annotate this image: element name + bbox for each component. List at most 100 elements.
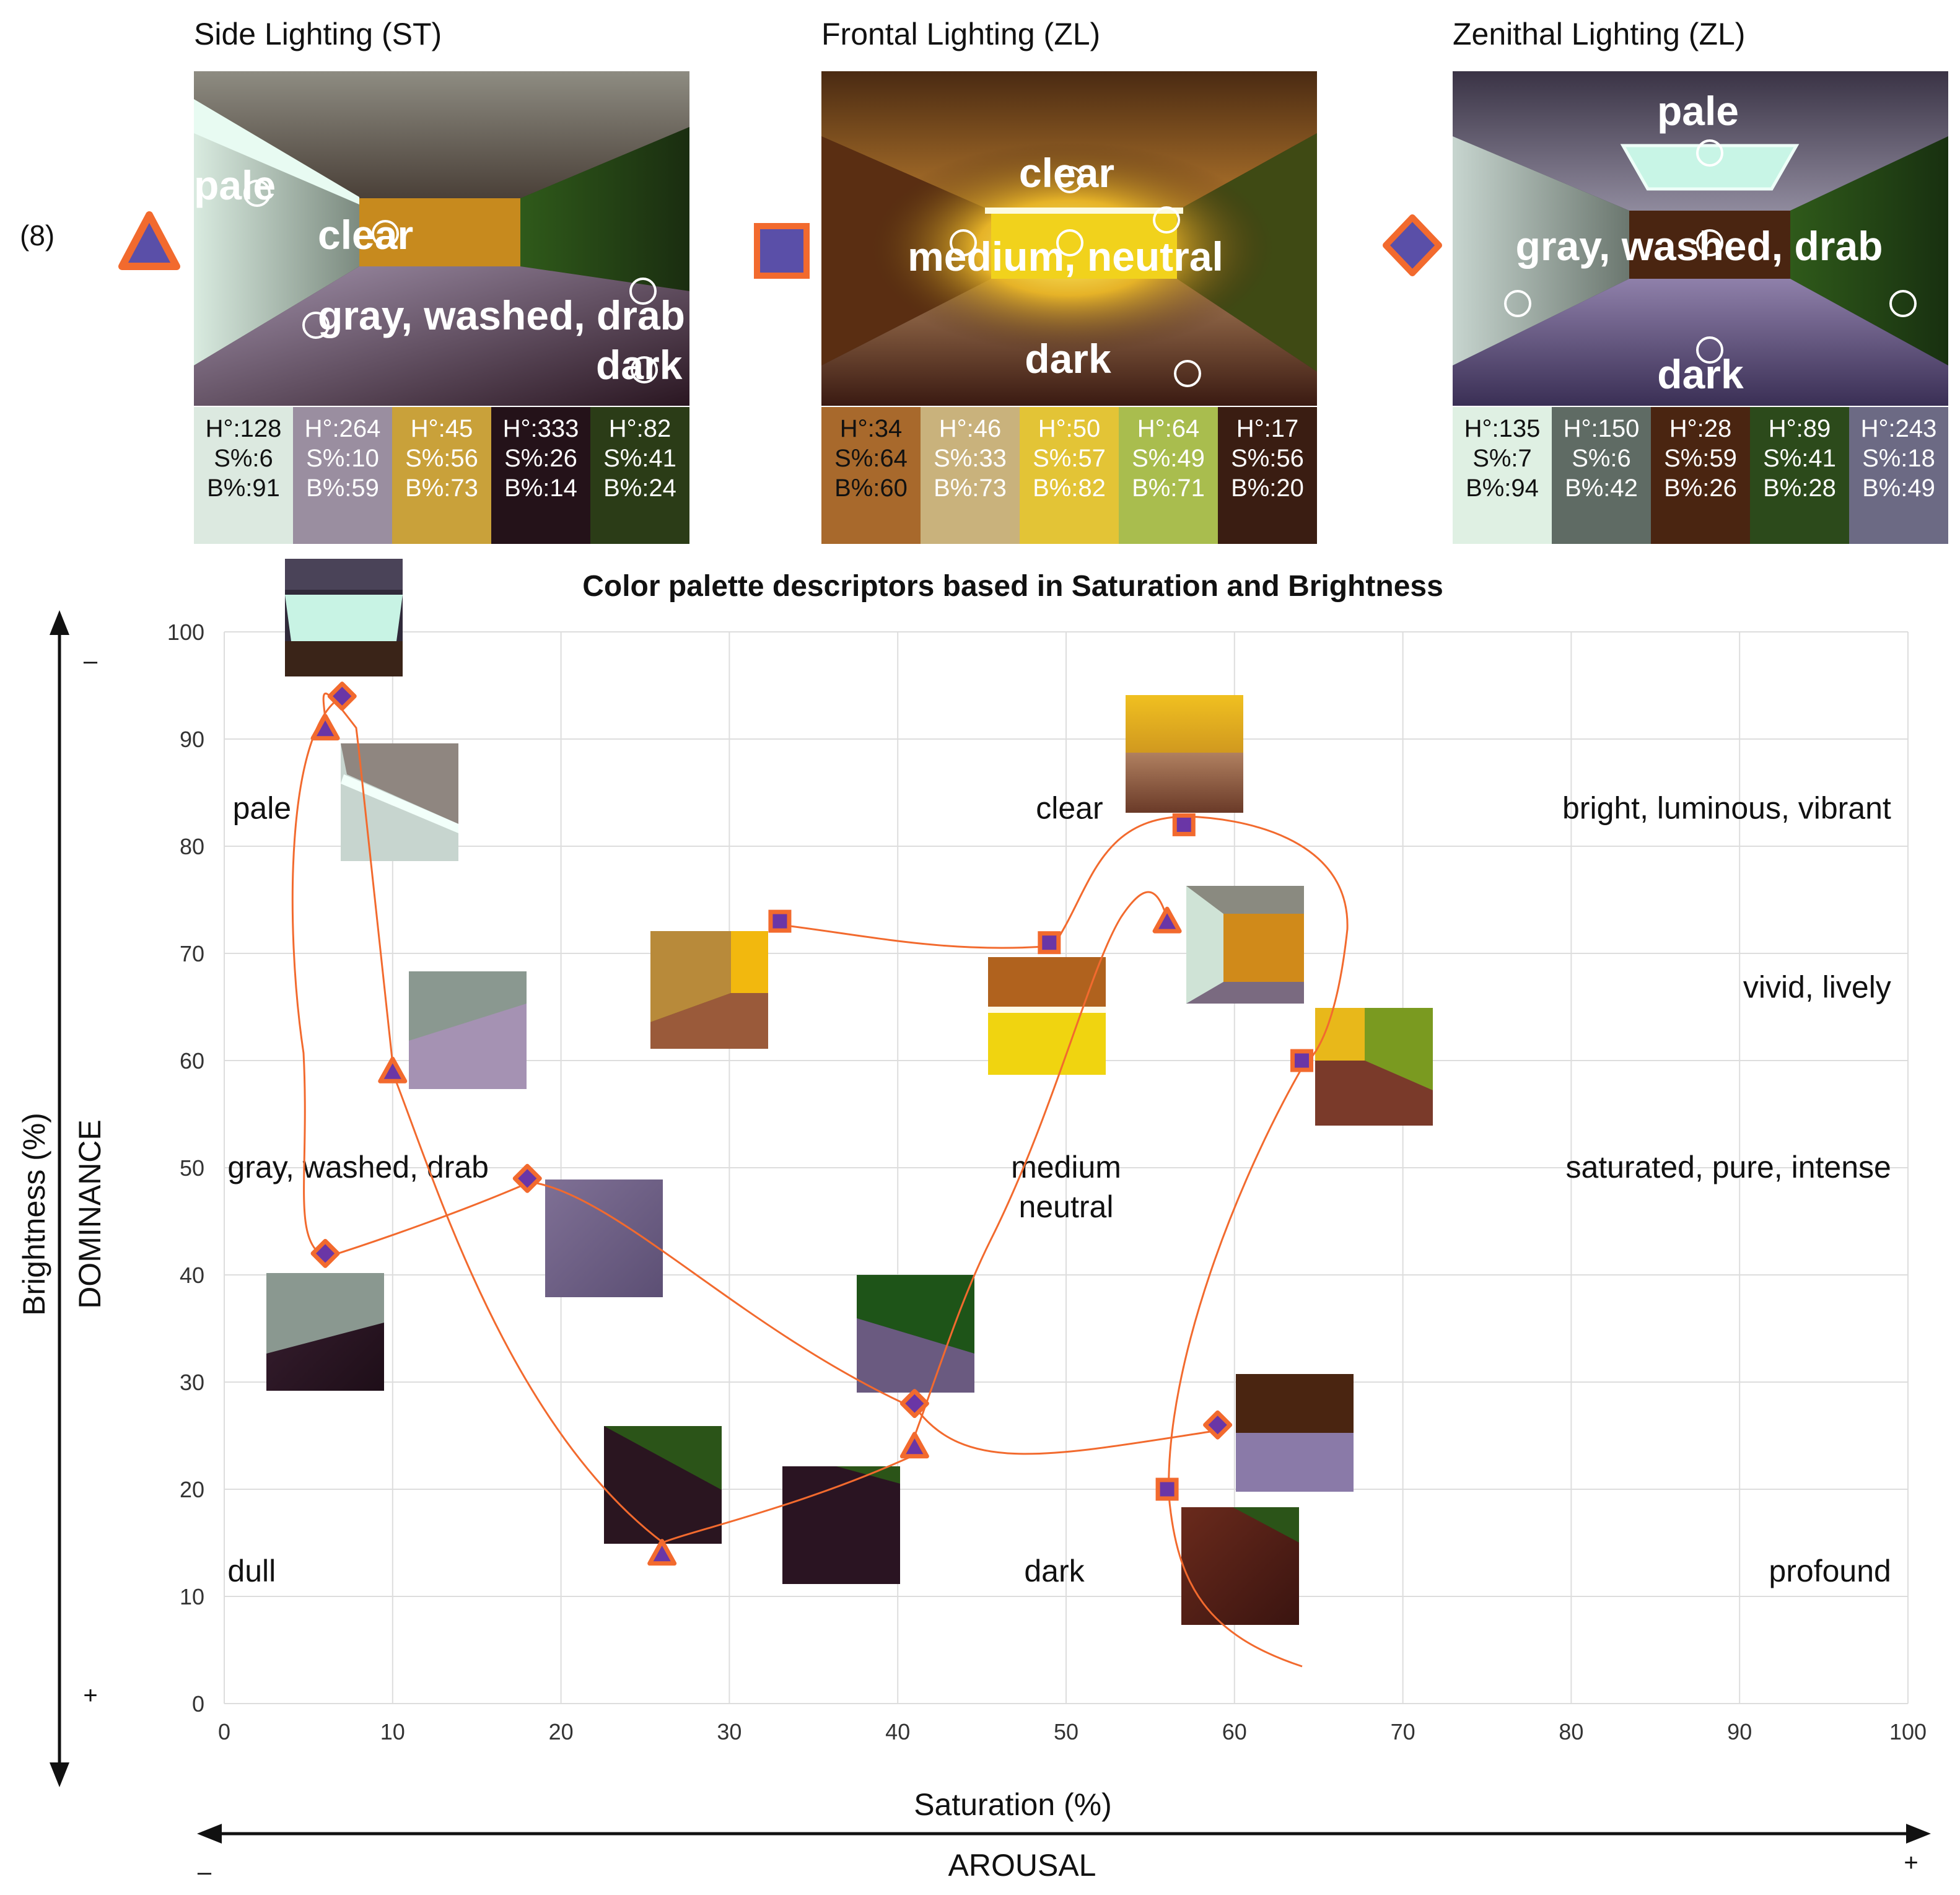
- swatch-value: S%:56: [405, 445, 478, 472]
- region-label: profound: [1769, 1554, 1891, 1588]
- swatch-value: H°:82: [609, 415, 672, 442]
- swatch-value: S%:49: [1132, 445, 1205, 472]
- y-tick-label: 50: [180, 1155, 204, 1181]
- swatch-value: H°:34: [840, 415, 903, 442]
- square-point: [768, 909, 792, 933]
- dominance-label: DOMINANCE: [72, 1119, 107, 1309]
- x-tick-label: 100: [1889, 1719, 1927, 1744]
- color-swatch: [194, 407, 293, 544]
- x-tick-label: 50: [1054, 1719, 1078, 1744]
- swatch-value: S%:18: [1862, 445, 1935, 472]
- swatch-row: H°:34 S%:64 B%:60 H°:46 S%:33 B%:73 H°:50 S%:57…: [821, 407, 1317, 544]
- arousal-min-label: –: [198, 1858, 212, 1886]
- swatch-value: H°:135: [1464, 415, 1541, 442]
- thumb-frontal-green: [1315, 1008, 1433, 1126]
- y-tick-label: 30: [180, 1370, 204, 1395]
- y-tick-label: 100: [167, 619, 204, 645]
- swatch-row: H°:128 S%:6 B%:91 H°:264 S%:10 B%:59 H°:45 S%:5…: [194, 407, 689, 544]
- swatch-value: S%:64: [834, 445, 908, 472]
- y-tick-label: 40: [180, 1263, 204, 1288]
- swatch-value: H°:46: [939, 415, 1002, 442]
- color-swatch: [1119, 407, 1218, 544]
- x-tick-label: 60: [1222, 1719, 1247, 1744]
- swatch-value: B%:28: [1763, 475, 1836, 502]
- color-swatch: [1750, 407, 1849, 544]
- figure-number: (8): [20, 219, 55, 252]
- region-label: gray, washed, drab: [227, 1150, 489, 1184]
- swatch-value: S%:41: [603, 445, 676, 472]
- swatch-value: H°:333: [503, 415, 579, 442]
- curve-zenithal-lighting: [291, 694, 1215, 1455]
- region-labels: pale clear bright, luminous, vibrant vivid,…: [227, 790, 1891, 1588]
- swatch-value: S%:10: [306, 445, 379, 472]
- y-tick-label: 10: [180, 1584, 204, 1609]
- swatch-value: H°:128: [206, 415, 282, 442]
- swatch-value: B%:73: [405, 475, 478, 502]
- color-swatch: [1453, 407, 1552, 544]
- color-swatch: [1849, 407, 1948, 544]
- color-swatch: [1218, 407, 1317, 544]
- diamond-point: [512, 1163, 542, 1193]
- thumb-side-floor: [409, 971, 527, 1089]
- arousal-label: AROUSAL: [948, 1848, 1096, 1883]
- swatch-value: B%:60: [834, 475, 908, 502]
- swatch-value: H°:64: [1137, 415, 1200, 442]
- swatch-value: S%:7: [1472, 445, 1532, 472]
- swatch-value: B%:91: [207, 475, 280, 502]
- diamond-point: [1203, 1410, 1233, 1440]
- thumb-zenithal-brown: [1236, 1374, 1354, 1492]
- x-tick-label: 40: [885, 1719, 910, 1744]
- swatch-value: B%:71: [1132, 475, 1205, 502]
- swatch-value: B%:42: [1565, 475, 1638, 502]
- color-swatch: [1651, 407, 1750, 544]
- thumb-zenithal-ceiling: [285, 559, 403, 676]
- photo-label: clear: [318, 212, 413, 258]
- dominance-max-label: +: [83, 1682, 97, 1709]
- square-point: [1038, 931, 1061, 955]
- region-label: medium: [1011, 1150, 1121, 1184]
- thumb-dark-room: [782, 1466, 900, 1584]
- diamond-marker-icon: [1383, 214, 1442, 276]
- thumb-frontal-corner: [650, 931, 768, 1049]
- diamond-point: [310, 1238, 340, 1268]
- x-tick-label: 20: [549, 1719, 574, 1744]
- thumb-side-wall: [341, 743, 458, 861]
- x-tick-label: 0: [218, 1719, 230, 1744]
- thumb-green-purple: [857, 1275, 974, 1393]
- color-swatch: [293, 407, 392, 544]
- chart-title: Color palette descriptors based in Satur…: [582, 570, 1443, 603]
- swatch-value: H°:17: [1236, 415, 1299, 442]
- triangle-marker-icon: [118, 211, 180, 270]
- color-swatch: [821, 407, 921, 544]
- panel-title: Side Lighting (ST): [194, 17, 442, 51]
- thumb-frontal-yellow: [1126, 695, 1243, 813]
- thumb-side-corner: [1186, 886, 1304, 1004]
- region-label: dull: [227, 1554, 276, 1588]
- arousal-max-label: +: [1904, 1849, 1918, 1876]
- swatch-value: B%:14: [504, 475, 577, 502]
- photo-zenithal-lighting: pale gray, washed, drab dark: [1453, 71, 1948, 406]
- y-tick-label: 70: [180, 941, 204, 966]
- panel-side-lighting: Side Lighting (ST) pale clear gray, wash…: [118, 17, 689, 544]
- swatch-value: S%:6: [1572, 445, 1631, 472]
- swatch-value: H°:150: [1564, 415, 1640, 442]
- color-swatch: [392, 407, 491, 544]
- swatch-value: H°:45: [411, 415, 473, 442]
- triangle-point: [378, 1056, 408, 1083]
- swatch-value: B%:24: [603, 475, 676, 502]
- triangle-point: [310, 714, 340, 741]
- photo-label: dark: [1025, 336, 1111, 382]
- region-label: pale: [233, 790, 292, 825]
- y-tick-label: 0: [192, 1691, 204, 1717]
- panel-frontal-lighting: Frontal Lighting (ZL) clear medium, neut…: [754, 17, 1317, 544]
- photo-label: gray, washed, drab: [318, 292, 685, 338]
- region-label: bright, luminous, vibrant: [1562, 790, 1891, 825]
- panel-zenithal-lighting: Zenithal Lighting (ZL) pale gray, washed…: [1383, 17, 1948, 544]
- swatch-row: H°:135 S%:7 B%:94 H°:150 S%:6 B%:42 H°:28 S%:59…: [1453, 407, 1948, 544]
- square-marker-icon: [754, 223, 810, 279]
- swatch-value: S%:57: [1033, 445, 1106, 472]
- photo-label: medium, neutral: [908, 234, 1223, 279]
- swatch-value: B%:20: [1231, 475, 1304, 502]
- swatch-value: B%:94: [1466, 475, 1539, 502]
